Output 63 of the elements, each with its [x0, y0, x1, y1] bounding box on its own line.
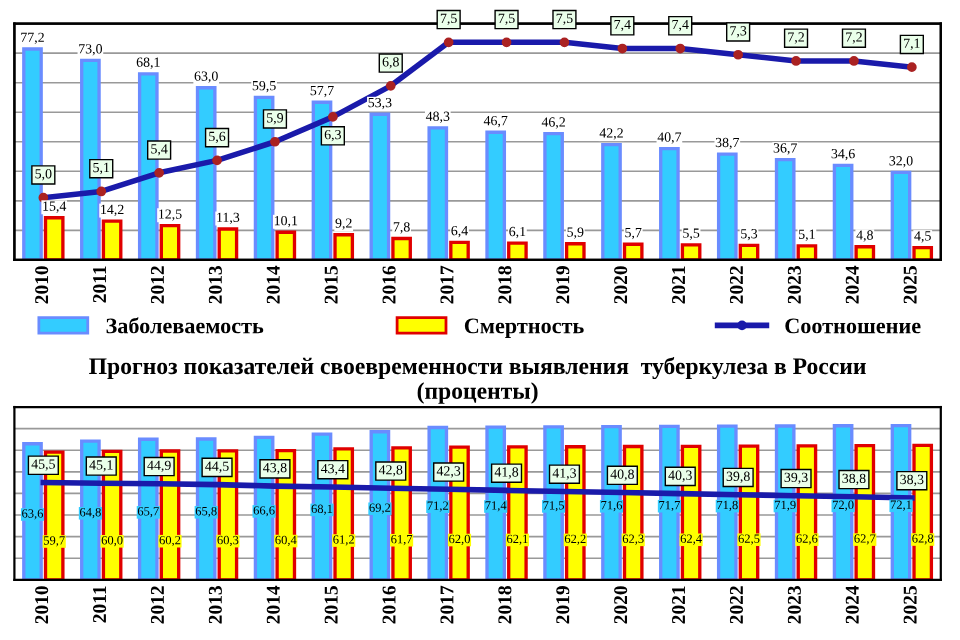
bar: [159, 224, 181, 260]
x-tick-label: 2012: [150, 586, 165, 624]
legend-label: Соотношение: [785, 318, 921, 334]
bar: [622, 242, 644, 260]
x-tick-label: 2013: [208, 586, 222, 624]
x-tick-label: 2016: [382, 585, 396, 624]
bar: [391, 236, 412, 260]
x-tick-label: 2014: [266, 585, 280, 624]
bar: [832, 163, 854, 260]
x-tick-label: 2010: [35, 586, 49, 624]
x-tick-label: 2020: [614, 586, 628, 624]
bar: [716, 152, 738, 260]
x-tick-label: 2013: [208, 266, 222, 304]
x-tick-label: 2011: [93, 586, 107, 623]
x-tick-label: 2021: [672, 586, 686, 624]
bar: [774, 157, 796, 260]
bar: [601, 142, 622, 260]
x-tick-label: 2025: [903, 586, 917, 624]
x-tick-label: 2018: [498, 266, 512, 304]
x-tick-label: 2017: [440, 265, 454, 304]
bar: [890, 170, 912, 260]
bar: [275, 230, 297, 260]
bar: [680, 243, 702, 260]
x-tick-label: 2024: [845, 585, 859, 624]
x-tick-label: 2018: [498, 586, 512, 624]
x-tick-label: 2016: [382, 265, 396, 304]
bar: [659, 147, 680, 260]
x-tick-label: 2015: [324, 586, 338, 624]
x-tick-label: 2015: [324, 266, 338, 304]
x-tick-label: 2022: [729, 586, 744, 624]
bar: [912, 245, 934, 260]
x-tick-label: 2011: [93, 266, 107, 303]
x-tick-label: 2017: [440, 585, 454, 624]
x-tick-label: 2014: [266, 265, 280, 304]
legend-label: Смертность: [464, 318, 584, 338]
bar: [854, 245, 876, 260]
bar: [796, 244, 818, 260]
bar: [217, 227, 239, 260]
bar: [564, 242, 586, 260]
bar: [738, 243, 760, 260]
x-tick-label: 2023: [787, 586, 801, 624]
bar: [369, 112, 391, 260]
legend-label: Заболеваемость: [106, 317, 264, 334]
x-tick-label: 2021: [672, 266, 686, 304]
bar: [543, 131, 564, 260]
bar: [485, 130, 507, 260]
x-tick-label: 2019: [556, 266, 570, 304]
chart-title: Прогноз показателей своевременности выявления туберкулеза в России: [89, 357, 866, 380]
bar: [333, 233, 355, 260]
bar: [101, 219, 123, 260]
x-tick-label: 2022: [729, 266, 744, 304]
x-tick-label: 2024: [845, 265, 859, 304]
x-tick-label: 2010: [35, 266, 49, 304]
bar: [427, 126, 449, 260]
bar: [507, 241, 528, 260]
x-tick-label: 2025: [903, 266, 917, 304]
bar: [449, 240, 470, 260]
x-tick-label: 2020: [614, 266, 628, 304]
x-tick-label: 2023: [787, 266, 801, 304]
x-tick-label: 2012: [150, 266, 165, 304]
bar: [43, 216, 65, 260]
x-tick-label: 2019: [556, 586, 570, 624]
chart-subtitle: (проценты): [417, 382, 538, 404]
